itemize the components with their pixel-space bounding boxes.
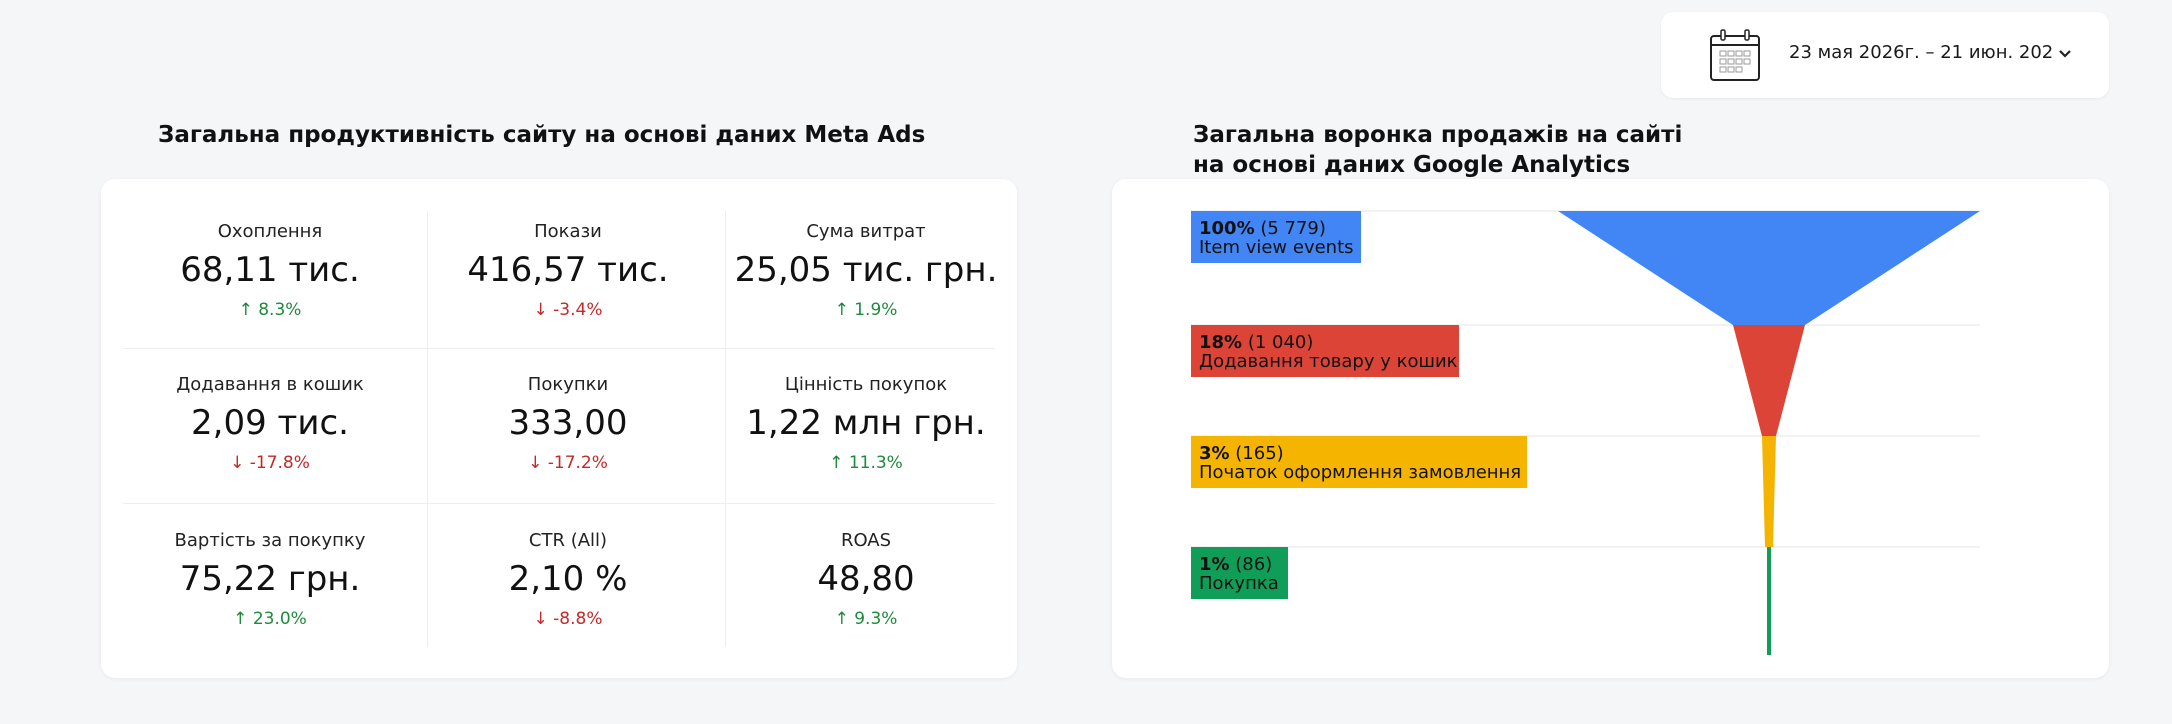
metric-label: ROAS <box>840 530 892 551</box>
metric-delta: ↓ -17.8% <box>230 453 310 473</box>
metric-tile: Покази 416,57 тис. ↓ -3.4% <box>423 211 713 331</box>
metric-label: Вартість за покупку <box>174 530 366 551</box>
metric-tile: Сума витрат 25,05 тис. грн. ↑ 1.9% <box>721 211 1011 331</box>
metric-label: Сума витрат <box>806 221 926 242</box>
funnel-stage-label: 1% (86) Покупка <box>1191 547 1288 599</box>
funnel-stage <box>1558 211 1980 325</box>
funnel-stage-percent: 3% <box>1199 443 1230 464</box>
funnel-stage-percent: 1% <box>1199 554 1230 575</box>
calendar-icon <box>1710 29 1760 81</box>
metric-tile: Додавання в кошик 2,09 тис. ↓ -17.8% <box>125 364 415 484</box>
metric-value: 1,22 млн грн. <box>746 403 986 443</box>
metric-label: Охоплення <box>217 221 323 242</box>
metric-value: 333,00 <box>508 403 628 443</box>
metric-delta: ↑ 9.3% <box>834 609 898 629</box>
metric-delta: ↓ -3.4% <box>533 300 603 320</box>
metric-tile: ROAS 48,80 ↑ 9.3% <box>721 520 1011 640</box>
funnel-stage-name: Початок оформлення замовлення <box>1199 462 1522 483</box>
metric-label: Цінність покупок <box>784 374 948 395</box>
metric-value: 25,05 тис. грн. <box>734 250 998 290</box>
funnel-stage-count: (1 040) <box>1242 332 1314 353</box>
metric-tile: Вартість за покупку 75,22 грн. ↑ 23.0% <box>125 520 415 640</box>
funnel-stage-count: (165) <box>1229 443 1284 464</box>
funnel-stage <box>1762 436 1776 547</box>
sales-funnel-card: 100% (5 779) Item view events 18% (1 040) Д… <box>1112 179 2109 678</box>
metric-delta: ↑ 23.0% <box>233 609 307 629</box>
funnel-stage-label: 3% (165) Початок оформлення замовлення <box>1191 436 1527 488</box>
ga-funnel-section-title: Загальна воронка продажів на сайті на ос… <box>1193 120 1682 180</box>
metric-delta: ↑ 1.9% <box>834 300 898 320</box>
funnel-stage-count: (5 779) <box>1254 218 1326 239</box>
metric-label: Покупки <box>527 374 609 395</box>
metric-tile: Охоплення 68,11 тис. ↑ 8.3% <box>125 211 415 331</box>
funnel-stage-name: Додавання товару у кошик <box>1199 351 1458 372</box>
metric-tile: Цінність покупок 1,22 млн грн. ↑ 11.3% <box>721 364 1011 484</box>
ga-funnel-title-line2: на основі даних Google Analytics <box>1193 152 1631 178</box>
funnel-stage-percent: 18% <box>1199 332 1243 353</box>
metric-tile: Покупки 333,00 ↓ -17.2% <box>423 364 713 484</box>
metric-value: 68,11 тис. <box>180 250 360 290</box>
sales-funnel-chart <box>1191 210 1980 655</box>
funnel-stage-count: (86) <box>1229 554 1273 575</box>
metric-tile: CTR (All) 2,10 % ↓ -8.8% <box>423 520 713 640</box>
metric-value: 75,22 грн. <box>179 559 361 599</box>
ga-funnel-title-line1: Загальна воронка продажів на сайті <box>1193 122 1683 148</box>
divider <box>123 348 995 349</box>
meta-ads-metrics-card: Охоплення 68,11 тис. ↑ 8.3% Покази 416,57 ти… <box>101 179 1017 678</box>
divider <box>427 211 428 647</box>
divider <box>725 211 726 647</box>
metrics-grid: Охоплення 68,11 тис. ↑ 8.3% Покази 416,57 ти… <box>123 211 997 647</box>
metric-value: 2,09 тис. <box>191 403 349 443</box>
metric-delta: ↑ 11.3% <box>829 453 903 473</box>
metric-delta: ↓ -8.8% <box>533 609 603 629</box>
metric-value: 2,10 % <box>508 559 628 599</box>
date-range-picker[interactable]: 23 мая 2026г. – 21 июн. 202 <box>1661 12 2109 98</box>
chevron-down-icon[interactable] <box>2057 46 2073 62</box>
funnel-stage-name: Покупка <box>1199 573 1279 594</box>
funnel-stage <box>1767 547 1771 655</box>
funnel-stage-label: 18% (1 040) Додавання товару у кошик <box>1191 325 1459 377</box>
meta-ads-section-title: Загальна продуктивність сайту на основі … <box>158 122 926 148</box>
funnel-stage-name: Item view events <box>1199 237 1354 258</box>
metric-delta: ↑ 8.3% <box>238 300 302 320</box>
metric-label: CTR (All) <box>528 530 608 551</box>
metric-delta: ↓ -17.2% <box>528 453 608 473</box>
funnel-stage-label: 100% (5 779) Item view events <box>1191 211 1361 263</box>
date-range-text: 23 мая 2026г. – 21 июн. 202 <box>1789 42 2054 63</box>
metric-label: Покази <box>534 221 602 242</box>
funnel-stage-percent: 100% <box>1199 218 1255 239</box>
metric-value: 416,57 тис. <box>467 250 669 290</box>
divider <box>123 503 995 504</box>
metric-label: Додавання в кошик <box>176 374 364 395</box>
metric-value: 48,80 <box>817 559 915 599</box>
funnel-stage <box>1733 325 1805 436</box>
